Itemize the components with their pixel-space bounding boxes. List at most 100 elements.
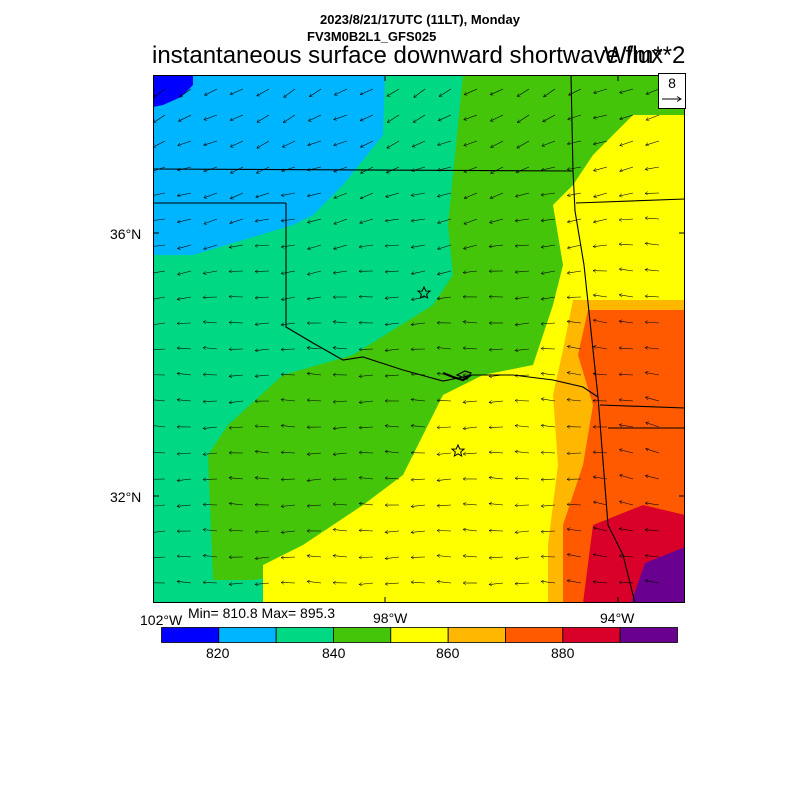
- wind-vector: [620, 88, 634, 93]
- wind-vector: [645, 296, 660, 297]
- wind-vector: [438, 218, 452, 223]
- wind-vector: [619, 244, 634, 245]
- colorbar-label-880: 880: [551, 645, 575, 661]
- wind-vector: [645, 322, 660, 323]
- wind-vector: [333, 427, 348, 429]
- wind-vector: [645, 348, 660, 350]
- wind-vector: [646, 114, 660, 120]
- wind-vector: [177, 323, 192, 324]
- wind-vector: [437, 581, 452, 583]
- wind-vector: [567, 504, 582, 505]
- colorbar-label-860: 860: [436, 645, 460, 661]
- wind-vector: [385, 218, 400, 221]
- wind-vector: [307, 348, 322, 349]
- wind-vector: [489, 349, 504, 350]
- wind-vector: [567, 529, 582, 532]
- wind-vector: [359, 530, 374, 531]
- wind-vector: [257, 114, 270, 123]
- wind-vector: [281, 349, 296, 350]
- wind-vector: [281, 244, 296, 247]
- wind-vector: [307, 400, 322, 401]
- wind-vector: [437, 531, 452, 532]
- wind-vector: [645, 476, 660, 480]
- vector-key-value: 8: [668, 75, 676, 91]
- wind-vector: [411, 582, 426, 583]
- wind-vector: [203, 427, 218, 429]
- wind-vector: [385, 451, 400, 453]
- wind-vector: [281, 192, 296, 196]
- wind-vector: [645, 530, 660, 531]
- wind-vector: [411, 479, 426, 480]
- wind-vector: [255, 349, 270, 351]
- wind-vector: [281, 557, 296, 558]
- wind-vector: [515, 557, 530, 559]
- wind-vector: [307, 581, 322, 583]
- wind-vector: [541, 531, 556, 532]
- wind-vector: [203, 374, 218, 375]
- wind-vector: [153, 140, 166, 147]
- wind-vector: [178, 140, 192, 146]
- colorbar-swatch: [505, 627, 564, 643]
- wind-vector: [593, 245, 608, 247]
- wind-vector: [333, 348, 348, 349]
- wind-vector: [541, 399, 556, 402]
- wind-vector: [255, 531, 270, 532]
- wind-vector: [594, 166, 608, 171]
- wind-vector: [517, 88, 530, 97]
- wind-vector: [386, 192, 400, 197]
- wind-vector: [567, 270, 582, 273]
- wind-vector: [177, 296, 192, 299]
- wind-vector: [411, 531, 426, 532]
- wind-vector: [515, 478, 530, 479]
- wind-vector: [464, 140, 478, 146]
- wind-vector: [385, 349, 400, 351]
- wind-vector: [359, 503, 374, 505]
- wind-vector: [437, 270, 452, 274]
- wind-vector: [619, 192, 634, 196]
- wind-vector: [464, 114, 478, 120]
- wind-vector: [515, 245, 530, 246]
- wind-vector: [255, 478, 270, 479]
- wind-vector: [178, 244, 192, 249]
- wind-vector: [284, 88, 296, 97]
- units-label: W/m**2: [604, 42, 686, 69]
- wind-vector: [229, 297, 244, 298]
- lake-outline: [455, 370, 472, 380]
- wind-vector: [281, 400, 296, 402]
- wind-vector: [177, 348, 192, 349]
- wind-vector: [307, 296, 322, 299]
- wind-vector: [255, 583, 270, 584]
- wind-vector: [177, 581, 192, 583]
- wind-vector: [593, 320, 608, 324]
- wind-vectors: [153, 88, 660, 585]
- wind-vector: [619, 450, 634, 454]
- wind-vector: [411, 323, 426, 325]
- wind-vector: [255, 245, 270, 246]
- datetime-title: 2023/8/21/17UTC (11LT), Monday: [320, 12, 520, 27]
- wind-vector: [255, 323, 270, 324]
- wind-vector: [203, 322, 218, 323]
- wind-vector: [203, 270, 218, 274]
- wind-vector: [463, 453, 478, 454]
- wind-vector: [385, 478, 400, 479]
- wind-vector: [620, 166, 634, 171]
- wind-vector: [541, 479, 556, 480]
- wind-vector: [646, 397, 660, 402]
- wind-vector: [283, 114, 296, 123]
- wind-vector: [567, 400, 582, 402]
- wind-vector: [203, 401, 218, 402]
- wind-vector: [203, 555, 218, 557]
- wind-vector: [205, 88, 218, 95]
- wind-vector: [411, 270, 426, 274]
- wind-vector: [385, 557, 400, 559]
- wind-vector: [179, 114, 192, 121]
- wind-vector: [229, 271, 244, 272]
- wind-vector: [619, 219, 634, 220]
- wind-vector: [645, 243, 660, 245]
- wind-vector: [414, 88, 426, 97]
- wind-vector: [464, 192, 478, 198]
- wind-vector: [334, 192, 348, 198]
- wind-vector: [541, 453, 556, 454]
- wind-vector: [593, 140, 608, 144]
- wind-vector: [489, 245, 504, 247]
